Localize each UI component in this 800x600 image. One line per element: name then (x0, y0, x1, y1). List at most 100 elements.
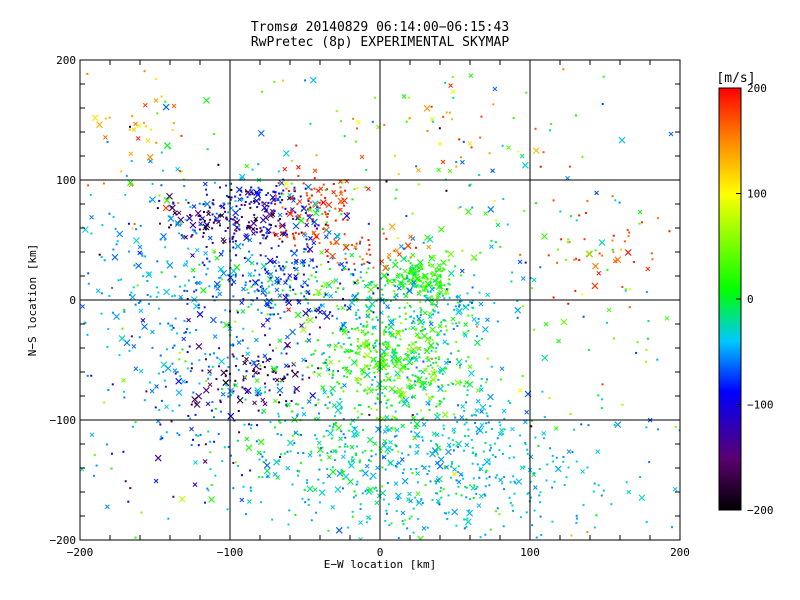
data-point (120, 278, 123, 281)
data-point (387, 398, 390, 401)
data-point-marker (175, 166, 180, 172)
data-point (368, 295, 371, 298)
data-point (373, 325, 376, 328)
data-point (423, 277, 426, 280)
data-point-marker (443, 360, 449, 366)
data-point (384, 468, 387, 471)
data-point (221, 460, 224, 463)
data-point-marker (141, 323, 148, 331)
data-point (374, 345, 377, 348)
data-point (465, 418, 468, 421)
data-point (263, 268, 266, 271)
data-point (110, 452, 113, 455)
data-point (624, 289, 627, 292)
data-point-marker (556, 338, 561, 344)
data-point (496, 474, 499, 477)
data-point (467, 314, 470, 317)
data-point (312, 218, 315, 221)
data-point (621, 403, 624, 406)
data-point-marker (367, 286, 375, 294)
data-point-marker (410, 341, 416, 347)
data-point (428, 372, 431, 375)
data-point (297, 452, 300, 455)
data-point-marker (323, 234, 329, 240)
data-point-marker (393, 481, 399, 487)
data-point (130, 160, 133, 163)
data-point (306, 208, 309, 211)
data-point (329, 343, 332, 346)
data-point (357, 281, 360, 284)
data-point (539, 165, 542, 168)
data-point (410, 421, 413, 424)
data-point (444, 466, 447, 469)
data-point (271, 260, 274, 263)
data-point-marker (474, 320, 480, 326)
data-point (450, 382, 453, 385)
data-point (426, 526, 429, 529)
data-point (277, 244, 280, 247)
data-point-marker (127, 179, 134, 187)
data-point (384, 346, 387, 349)
data-point-marker (164, 404, 169, 410)
data-point-marker (382, 385, 388, 391)
data-point-marker (440, 159, 446, 165)
data-point (349, 273, 352, 276)
data-point-marker (442, 339, 448, 345)
data-point (326, 188, 329, 191)
data-point (421, 436, 424, 439)
data-point-marker (236, 340, 242, 345)
data-point (312, 238, 315, 241)
data-point (328, 345, 331, 348)
data-point (238, 431, 241, 434)
data-point (299, 433, 302, 436)
data-point-marker (450, 316, 456, 322)
data-point (112, 311, 115, 314)
data-point (248, 193, 251, 196)
data-point-marker (136, 123, 142, 129)
data-point (398, 315, 401, 318)
data-point (475, 325, 478, 328)
data-point-marker (200, 286, 207, 294)
data-point (171, 346, 174, 349)
data-point (207, 430, 210, 433)
data-point (189, 205, 192, 208)
data-point (340, 346, 343, 349)
data-point (374, 96, 377, 99)
data-point (253, 200, 256, 203)
data-point (387, 315, 390, 318)
data-point (422, 284, 425, 287)
data-point-marker (329, 468, 337, 476)
data-point-marker (392, 363, 398, 369)
data-point (456, 421, 459, 424)
data-point (446, 342, 449, 345)
data-point (414, 329, 417, 332)
data-point-marker (380, 272, 388, 280)
data-point (493, 301, 496, 304)
data-point (260, 229, 263, 232)
data-point (279, 224, 282, 227)
data-point (527, 492, 530, 495)
data-point-marker (436, 462, 444, 470)
data-point (260, 189, 263, 192)
data-point (529, 277, 532, 280)
data-point (208, 206, 211, 209)
data-point (485, 469, 488, 472)
data-point (471, 306, 474, 309)
data-point-marker (244, 436, 250, 442)
data-point (513, 492, 516, 495)
data-point-marker (580, 469, 586, 474)
data-point (297, 174, 300, 177)
data-point (404, 278, 407, 281)
data-point (406, 276, 409, 279)
data-point (356, 410, 359, 413)
data-point (170, 420, 173, 423)
data-point-marker (386, 252, 392, 258)
data-point (650, 252, 653, 255)
data-point-marker (482, 325, 489, 333)
data-point (111, 383, 114, 386)
data-point (222, 202, 225, 205)
data-point (238, 208, 241, 211)
data-point (436, 453, 439, 456)
data-point (331, 437, 334, 440)
data-point (512, 117, 515, 120)
